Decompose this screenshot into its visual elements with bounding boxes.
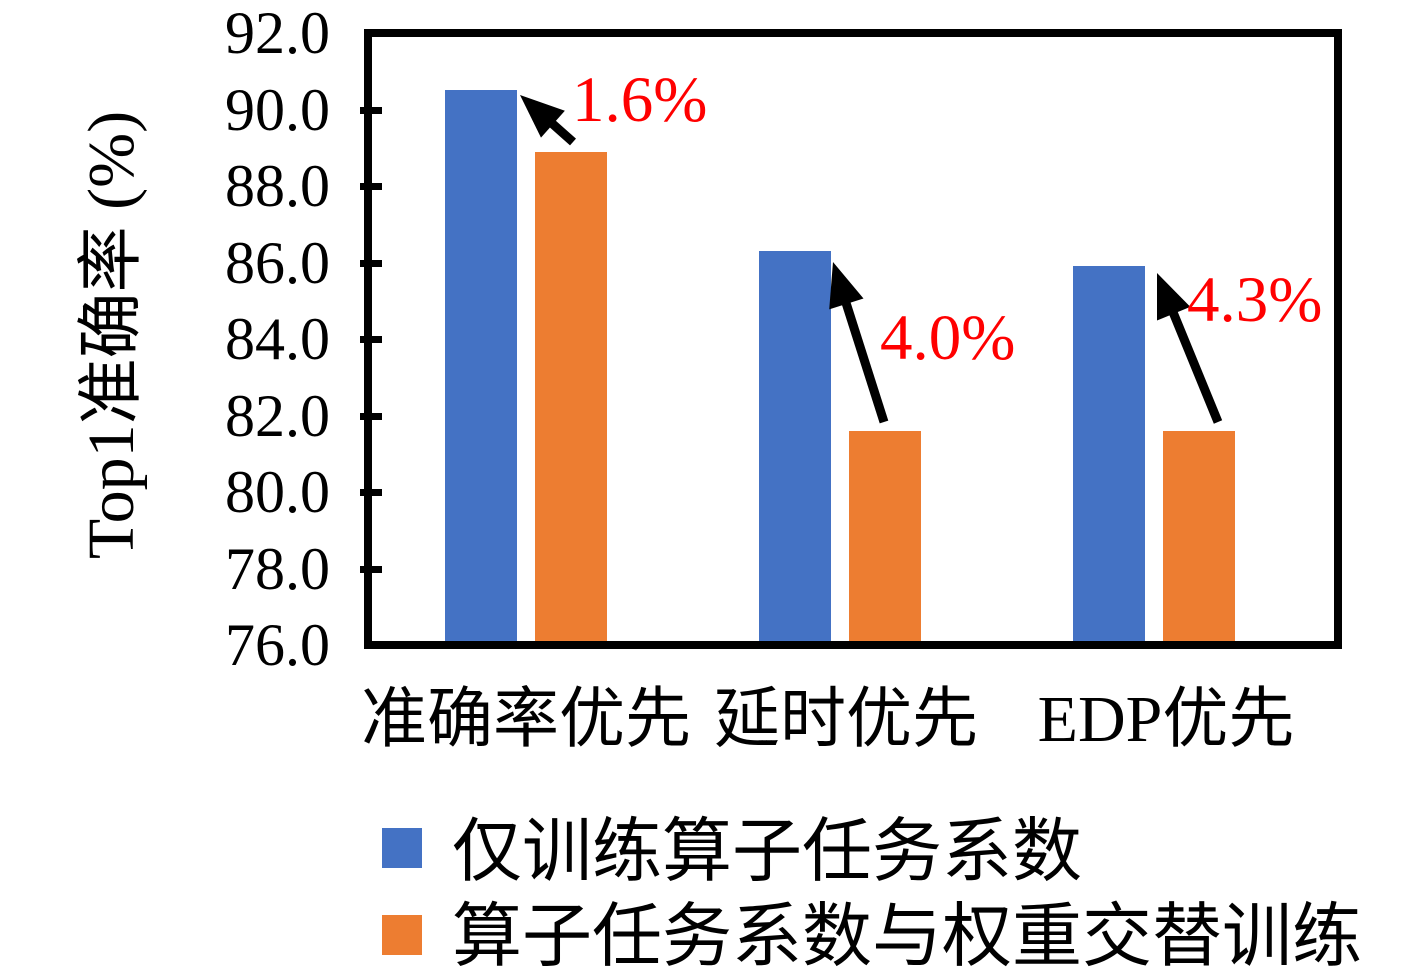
y-axis-tick-mark xyxy=(360,183,382,190)
annotation-label: 4.3% xyxy=(1187,264,1323,336)
annotation-label: 4.0% xyxy=(880,302,1016,374)
bar-series2-cat3 xyxy=(1163,430,1235,641)
bar-series1-cat3 xyxy=(1073,266,1145,641)
bar-series2-cat1 xyxy=(535,151,607,641)
y-axis-tick-label: 92.0 xyxy=(225,0,330,66)
y-axis-tick-label: 78.0 xyxy=(225,535,330,602)
x-axis-category-label: EDP优先 xyxy=(1037,683,1295,756)
y-axis-tick-mark xyxy=(360,412,382,420)
y-axis-tick-label: 76.0 xyxy=(225,612,330,678)
y-axis-tick-mark xyxy=(360,565,382,573)
y-axis-tick-mark xyxy=(360,336,382,343)
y-axis-tick-mark xyxy=(360,259,382,267)
legend-swatch-series2 xyxy=(382,915,422,955)
bar-series1-cat2 xyxy=(759,251,831,641)
annotation-label: 1.6% xyxy=(572,64,708,136)
bar-series1-cat1 xyxy=(445,90,517,641)
y-axis-title: Top1准确率 (%) xyxy=(75,110,148,560)
legend-label-series1: 仅训练算子任务系数 xyxy=(452,814,1082,891)
y-axis-tick-label: 86.0 xyxy=(225,229,330,296)
y-axis-tick-mark xyxy=(360,489,382,496)
bar-series2-cat2 xyxy=(849,430,921,641)
y-axis-tick-mark xyxy=(360,106,382,114)
x-axis-category-label: 延时优先 xyxy=(714,683,978,756)
y-axis-tick-label: 88.0 xyxy=(225,153,330,219)
y-axis-tick-label: 84.0 xyxy=(225,306,330,372)
y-axis-tick-label: 90.0 xyxy=(225,76,330,143)
legend-label-series2: 算子任务系数与权重交替训练 xyxy=(452,899,1362,967)
x-axis-category-label: 准确率优先 xyxy=(361,683,691,756)
legend-swatch-series1 xyxy=(382,828,422,868)
y-axis-tick-label: 82.0 xyxy=(225,382,330,449)
y-axis-tick-label: 80.0 xyxy=(225,459,330,525)
